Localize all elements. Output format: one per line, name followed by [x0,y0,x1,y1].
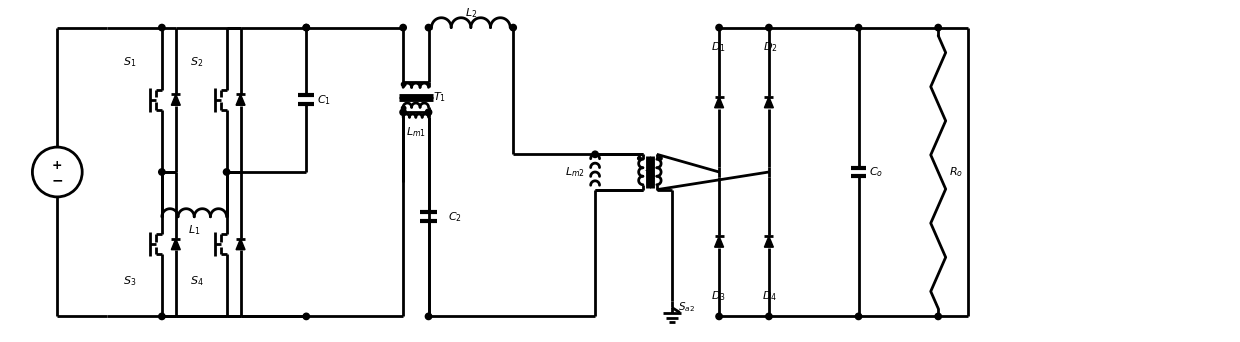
Text: $C_1$: $C_1$ [317,93,331,107]
Text: $D_2$: $D_2$ [763,41,777,54]
Circle shape [425,313,432,319]
Circle shape [425,109,432,116]
Polygon shape [714,236,724,247]
Text: $L_{m1}$: $L_{m1}$ [405,125,425,139]
Text: $L_1$: $L_1$ [188,223,201,237]
Circle shape [856,313,862,319]
Circle shape [766,24,773,31]
Text: $D_4$: $D_4$ [763,290,777,303]
Circle shape [425,24,432,31]
Text: $L_{m2}$: $L_{m2}$ [565,165,585,179]
Text: $S_1$: $S_1$ [123,55,136,69]
Text: $S_4$: $S_4$ [190,275,203,288]
Text: $D_1$: $D_1$ [711,41,725,54]
Circle shape [159,24,165,31]
Circle shape [303,24,310,31]
Circle shape [715,24,722,31]
Circle shape [159,313,165,319]
Circle shape [303,313,310,319]
Polygon shape [171,239,180,250]
Circle shape [637,157,641,160]
Circle shape [935,24,941,31]
Circle shape [510,24,516,31]
Text: $T_1$: $T_1$ [433,90,446,104]
Text: −: − [52,173,63,187]
Polygon shape [764,97,774,108]
Text: +: + [52,159,62,172]
Circle shape [856,24,862,31]
Circle shape [303,24,310,31]
Circle shape [402,82,405,87]
Circle shape [715,313,722,319]
Polygon shape [764,236,774,247]
Text: $T_2$: $T_2$ [645,168,656,182]
Circle shape [591,151,598,158]
Polygon shape [236,94,246,105]
Text: $S_{a2}$: $S_{a2}$ [678,301,696,314]
Polygon shape [236,239,246,250]
Circle shape [401,109,407,116]
Polygon shape [171,94,180,105]
Circle shape [935,313,941,319]
Text: $C_o$: $C_o$ [869,165,884,179]
Polygon shape [714,97,724,108]
Circle shape [658,157,662,160]
Circle shape [159,169,165,175]
Text: $C_2$: $C_2$ [449,210,463,224]
Circle shape [401,24,407,31]
Circle shape [402,106,405,110]
Text: $R_o$: $R_o$ [949,165,963,179]
Text: $D_3$: $D_3$ [711,290,725,303]
Text: $S_2$: $S_2$ [190,55,203,69]
Circle shape [223,169,229,175]
Text: $L_2$: $L_2$ [465,6,477,19]
Text: $S_3$: $S_3$ [123,275,136,288]
Circle shape [766,313,773,319]
